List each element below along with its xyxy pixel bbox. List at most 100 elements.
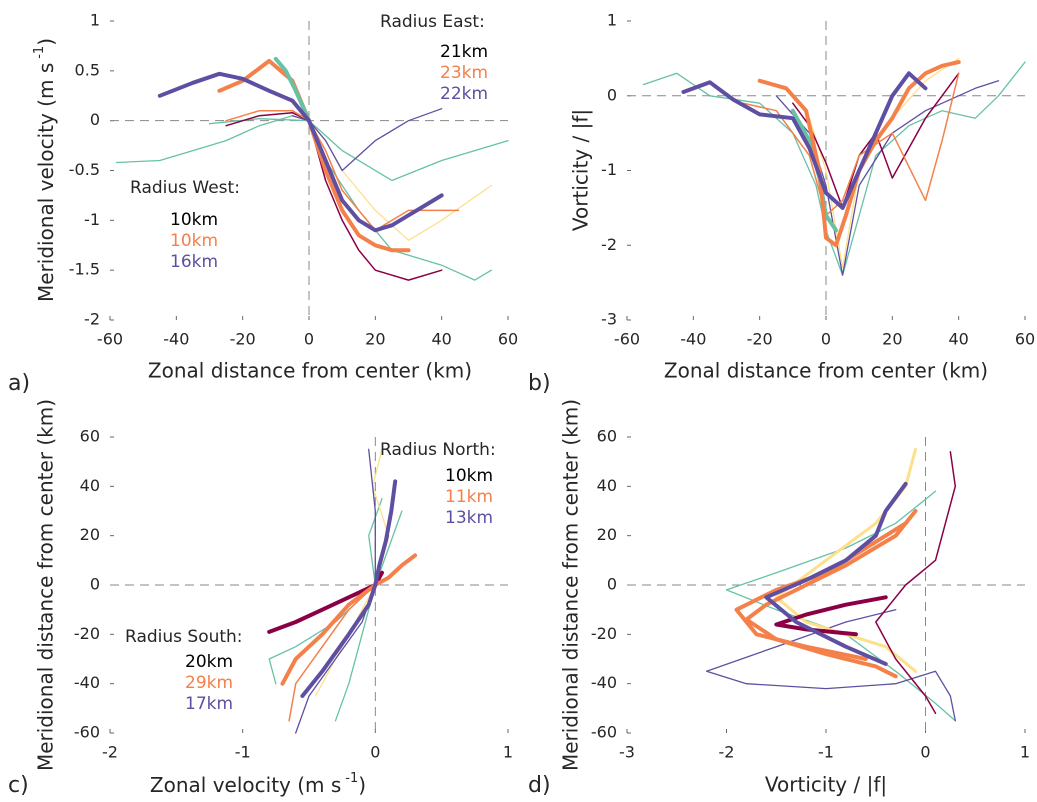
y-tick-label: -3 [601,310,617,329]
panel: -3 -2 -1 0 1 -60 -40 -20 0 20 40 60 Vorticity / |f| M… [528,399,1030,798]
annotation-entry: 21km [440,42,488,62]
y-axis-label: Vorticity / |f| [569,109,593,231]
x-axis-label-suffix: ) [358,773,366,797]
y-tick-label: -60 [591,723,617,742]
annotation-entry: 29km [185,673,233,693]
y-tick-label: 20 [80,525,100,544]
x-tick-label: 1 [503,743,513,762]
annotation-title: Radius South: [125,627,243,647]
x-tick-label: 60 [498,330,518,349]
x-tick-label: 40 [431,330,451,349]
data-line [217,58,411,253]
x-tick-label: -1 [818,743,834,762]
data-line [744,509,918,679]
y-tick-label: 60 [597,427,617,446]
x-tick-label: -1 [235,743,251,762]
y-tick-label: 0 [90,575,100,594]
panel: -60 -40 -20 0 20 40 60 -3 -2 -1 0 1 Zonal distance f… [528,11,1035,397]
annotation-entry: 22km [440,84,488,104]
y-axis-label: Meridional distance from center (km) [559,399,583,771]
data-line [225,109,460,232]
panel-label: d) [528,773,551,798]
data-line [280,553,418,686]
y-tick-label: -0.5 [69,160,100,179]
annotation-entry: 17km [185,694,233,714]
y-axis-label: Meridional velocity (m s -1) [32,38,58,302]
x-axis-label: Zonal distance from center (km) [664,359,988,383]
x-tick-label: 0 [304,330,314,349]
y-tick-label: -20 [591,624,617,643]
data-line [742,72,960,217]
y-tick-label: -1 [84,210,100,229]
x-tick-label: -60 [97,330,123,349]
y-tick-label: 0 [607,85,617,104]
annotation-entry: 11km [445,487,493,507]
x-tick-label: -40 [680,330,706,349]
y-tick-label: -20 [74,624,100,643]
annotation-entry: 10km [170,210,218,230]
annotation-title: Radius North: [380,440,496,460]
data-line [681,71,928,210]
x-tick-label: 0 [370,743,380,762]
data-line [705,609,956,722]
data-line [875,451,957,715]
x-tick-label: -2 [102,743,118,762]
x-axis-label-superscript: -1 [345,771,358,786]
y-tick-label: -1 [601,160,617,179]
y-tick-label: 0 [90,110,100,129]
y-tick-label: -40 [74,673,100,692]
panel-label: a) [8,371,30,396]
x-tick-label: 0 [920,743,930,762]
y-tick-label: -2 [601,235,617,254]
data-line [300,479,398,698]
y-tick-label: 40 [597,476,617,495]
x-tick-label: -20 [747,330,773,349]
annotation-title: Radius West: [130,178,240,198]
annotation-entry: 10km [445,466,493,486]
data-line [295,448,376,734]
annotation-entry: 20km [185,652,233,672]
data-line [225,111,443,281]
data-line [157,71,444,233]
annotation-title: Radius East: [380,12,485,32]
x-tick-label: 20 [365,330,385,349]
x-tick-label: 20 [882,330,902,349]
data-line [764,481,908,666]
annotation-entry: 10km [170,231,218,251]
y-axis-label-superscript: -1 [32,46,47,59]
y-tick-label: 1 [607,11,617,30]
y-tick-label: -40 [591,673,617,692]
x-tick-label: -20 [230,330,256,349]
y-tick-label: 40 [80,476,100,495]
x-tick-label: 60 [1015,330,1035,349]
panel: -60 -40 -20 0 20 40 60 -2 -1.5 -1 -0.5 0 0.5 1 Zonal d… [8,11,518,397]
x-tick-label: 1 [1020,743,1030,762]
x-axis-label-text: Zonal velocity (m s [150,773,341,797]
annotation-entry: 16km [170,252,218,272]
panel: -2 -1 0 1 -60 -40 -20 0 20 40 60 Zonal velocity (m … [8,399,513,798]
data-line [273,56,311,123]
data-line [208,118,509,182]
x-tick-label: -60 [614,330,640,349]
annotation-entry: 23km [440,63,488,83]
x-axis-label: Zonal distance from center (km) [148,359,472,383]
panel-label: c) [8,773,29,798]
y-tick-label: 20 [597,525,617,544]
x-tick-label: 40 [948,330,968,349]
x-axis-label: Zonal velocity (m s -1) [150,771,366,797]
annotation-entry: 13km [445,508,493,528]
y-tick-label: -2 [84,310,100,329]
y-axis-label: Meridional distance from center (km) [34,399,58,771]
y-tick-label: 1 [90,11,100,30]
x-axis-label: Vorticity / |f| [765,773,887,797]
y-tick-label: 0 [607,575,617,594]
x-tick-label: -2 [719,743,735,762]
y-tick-label: -60 [74,723,100,742]
panel-label: b) [528,371,551,396]
x-tick-label: -40 [163,330,189,349]
data-line [725,490,956,722]
x-tick-label: -3 [619,743,635,762]
x-tick-label: 0 [821,330,831,349]
y-axis-label-suffix: ) [34,38,58,46]
